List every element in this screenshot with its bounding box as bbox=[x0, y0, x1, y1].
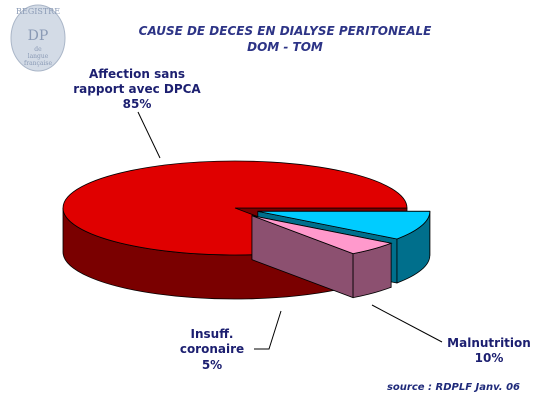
leader-line-malnutrition bbox=[371, 304, 443, 343]
slice-label-line: Insuff. bbox=[191, 327, 234, 341]
logo-line3: française bbox=[24, 60, 52, 67]
slice-label-line: rapport avec DPCA bbox=[73, 82, 201, 96]
slice-label-malnutrition: Malnutrition 10% bbox=[447, 336, 531, 365]
slice-value-label: 10% bbox=[475, 351, 504, 365]
slice-top-face bbox=[251, 215, 393, 255]
slice-top-face bbox=[62, 160, 408, 256]
leader-line-coronaire bbox=[254, 310, 282, 350]
pie-slices bbox=[62, 160, 431, 300]
registre-logo: REGISTRE DP de langue française bbox=[10, 4, 66, 72]
slice-label-line: Affection sans bbox=[89, 67, 185, 81]
slice-label-affection: Affection sans rapport avec DPCA 85% bbox=[73, 67, 201, 111]
leader-line-affection bbox=[137, 111, 161, 159]
slice-label-coronaire: Insuff. coronaire 5% bbox=[180, 327, 244, 372]
chart-subtitle: DOM - TOM bbox=[247, 40, 323, 54]
slice-coronaire bbox=[251, 215, 393, 299]
logo-line1: de bbox=[34, 46, 42, 53]
logo-ring-text: REGISTRE bbox=[16, 7, 60, 16]
chart-title: CAUSE DE DECES EN DIALYSE PERITONEALE bbox=[139, 24, 433, 38]
source-note: source : RDPLF Janv. 06 bbox=[387, 382, 520, 393]
slice-top-face bbox=[257, 210, 431, 240]
slice-value-label: 85% bbox=[123, 97, 152, 111]
slice-value-label: 5% bbox=[202, 358, 222, 372]
slice-label-line: Malnutrition bbox=[447, 336, 531, 350]
slice-label-line: coronaire bbox=[180, 342, 244, 356]
logo-initials: DP bbox=[28, 28, 49, 44]
logo-line2: langue bbox=[28, 53, 49, 60]
